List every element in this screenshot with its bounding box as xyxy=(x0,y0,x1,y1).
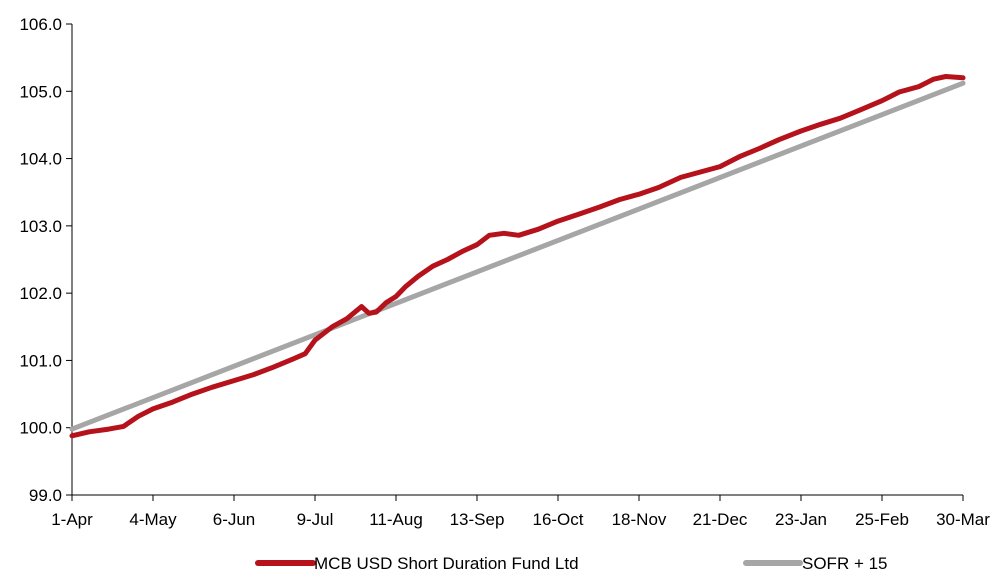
x-tick-label: 13-Sep xyxy=(450,510,505,529)
legend-item-fund: MCB USD Short Duration Fund Ltd xyxy=(255,554,579,571)
y-tick-label: 100.0 xyxy=(19,419,62,438)
x-tick-label: 11-Aug xyxy=(369,510,423,529)
y-tick-label: 105.0 xyxy=(19,82,62,101)
y-tick-label: 106.0 xyxy=(19,15,62,34)
y-tick-label: 99.0 xyxy=(29,486,62,505)
x-tick-label: 30-Mar xyxy=(936,510,990,529)
series-line-sofr xyxy=(69,80,966,432)
y-tick-label: 104.0 xyxy=(19,150,62,169)
legend-item-sofr: SOFR + 15 xyxy=(743,554,888,571)
x-tick-label: 16-Oct xyxy=(532,510,583,529)
series-layer xyxy=(69,74,966,439)
legend-label-fund: MCB USD Short Duration Fund Ltd xyxy=(314,554,579,571)
x-tick-label: 1-Apr xyxy=(51,510,93,529)
legend-label-sofr: SOFR + 15 xyxy=(802,554,888,571)
x-tick-label: 4-May xyxy=(129,510,177,529)
y-tick-label: 102.0 xyxy=(19,284,62,303)
x-tick-label: 18-Nov xyxy=(612,510,667,529)
series-line-fund xyxy=(69,74,966,439)
x-tick-label: 25-Feb xyxy=(855,510,909,529)
x-tick-label: 9-Jul xyxy=(297,510,334,529)
x-axis: 1-Apr 4-May 6-Jun 9-Jul 11-Aug 13-Sep 16-Oct 18… xyxy=(51,494,990,529)
x-tick-label: 21-Dec xyxy=(693,510,748,529)
legend: MCB USD Short Duration Fund Ltd SOFR + 1… xyxy=(255,554,888,571)
x-tick-label: 23-Jan xyxy=(775,510,827,529)
y-axis: 99.0 100.0 101.0 102.0 103.0 104.0 105.0 106.0 xyxy=(19,15,73,505)
y-tick-label: 101.0 xyxy=(19,351,62,370)
y-tick-label: 103.0 xyxy=(19,217,62,236)
x-tick-label: 6-Jun xyxy=(213,510,256,529)
